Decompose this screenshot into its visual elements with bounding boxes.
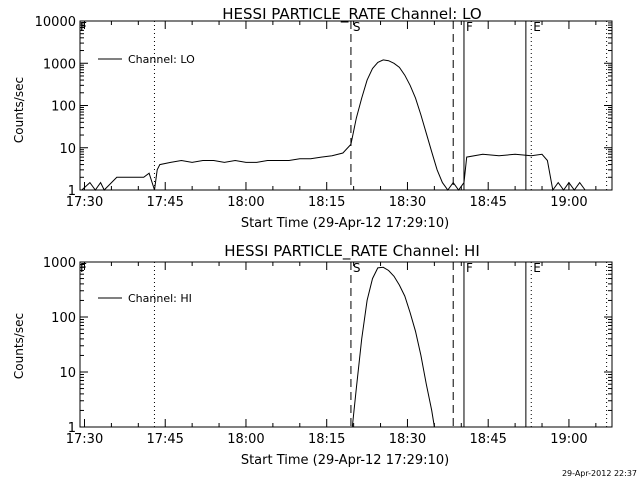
corner-label: F [80, 20, 87, 34]
event-marker-label: E [533, 20, 541, 34]
y-tick-label: 1000 [43, 57, 76, 72]
legend: Channel: LO [98, 53, 195, 66]
event-marker-label: S [353, 261, 361, 275]
x-tick-label: 18:30 [389, 432, 426, 447]
chart-title: HESSI PARTICLE_RATE Channel: LO [222, 5, 481, 24]
x-axis-label: Start Time (29-Apr-12 17:29:10) [241, 216, 449, 231]
series-line [351, 266, 435, 428]
y-axis-label: Counts/sec [12, 313, 26, 379]
event-marker-label: F [466, 20, 473, 34]
x-tick-label: 17:30 [66, 432, 103, 447]
x-tick-label: 17:45 [146, 432, 183, 447]
y-tick-label: 1000 [43, 256, 76, 271]
footer-timestamp: 29-Apr-2012 22:37 [562, 469, 637, 478]
corner-label: F [80, 261, 87, 275]
y-tick-label: 1 [68, 184, 76, 199]
series-line [81, 59, 586, 192]
x-tick-label: 18:15 [308, 195, 345, 210]
x-tick-label: 17:45 [146, 195, 183, 210]
y-axis-label: Counts/sec [12, 77, 26, 143]
x-tick-label: 18:00 [227, 195, 264, 210]
x-tick-label: 19:00 [550, 195, 587, 210]
x-tick-label: 18:00 [227, 432, 264, 447]
ticks: 17:30 17:45 18:00 18:15 18:30 18:45 19:00 1 10 10… [43, 256, 612, 447]
data-series [81, 59, 586, 192]
legend-label: Channel: HI [128, 292, 192, 305]
y-tick-label: 100 [51, 311, 76, 326]
x-tick-label: 17:30 [66, 195, 103, 210]
data-series [351, 266, 435, 428]
x-tick-label: 18:15 [308, 432, 345, 447]
chart-title: HESSI PARTICLE_RATE Channel: HI [224, 242, 480, 261]
event-marker-label: E [533, 261, 541, 275]
x-tick-label: 18:45 [469, 195, 506, 210]
y-tick-label: 10 [59, 142, 76, 157]
plot-frame [79, 20, 613, 191]
x-tick-label: 18:45 [469, 432, 506, 447]
event-marker-label: F [466, 261, 473, 275]
event-marker-label: S [353, 20, 361, 34]
y-tick-label: 100 [51, 100, 76, 115]
legend: Channel: HI [98, 292, 192, 305]
legend-label: Channel: LO [128, 53, 195, 66]
panel-lo: HESSI PARTICLE_RATE Channel: LO Counts/s… [12, 5, 613, 231]
y-tick-label: 1 [68, 421, 76, 436]
plot-frame [79, 261, 613, 428]
y-tick-label: 10 [59, 366, 76, 381]
x-tick-label: 19:00 [550, 432, 587, 447]
ticks: 17:30 17:45 18:00 18:15 18:30 18:45 19:00 1 10 10… [35, 15, 612, 210]
y-tick-label: 10000 [35, 15, 76, 30]
x-axis-label: Start Time (29-Apr-12 17:29:10) [241, 453, 449, 468]
panel-hi: HESSI PARTICLE_RATE Channel: HI Counts/s… [12, 242, 613, 468]
x-tick-label: 18:30 [389, 195, 426, 210]
